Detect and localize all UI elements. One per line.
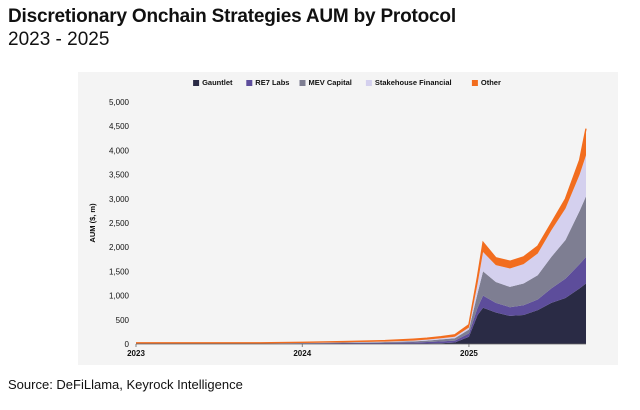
y-tick-label: 2,500	[109, 219, 130, 228]
legend-swatch-re7-labs	[246, 80, 253, 86]
legend-swatch-mev-capital	[299, 80, 306, 86]
chart-subtitle: 2023 - 2025	[8, 29, 110, 50]
legend-swatch-stakehouse-financial	[365, 80, 372, 86]
legend-label-mev-capital: MEV Capital	[309, 78, 352, 87]
total-outline	[136, 128, 587, 344]
legend-label-gauntlet: Gauntlet	[202, 78, 233, 87]
y-tick-label: 1,000	[109, 292, 130, 301]
area-series-gauntlet	[136, 283, 586, 344]
y-tick-label: 3,500	[109, 171, 130, 180]
legend-item-re7-labs: RE7 Labs	[246, 78, 289, 87]
legend-swatch-gauntlet	[193, 80, 200, 86]
legend-item-stakehouse-financial: Stakehouse Financial	[365, 78, 452, 87]
legend-item-mev-capital: MEV Capital	[299, 78, 352, 87]
legend-swatch-other	[471, 80, 478, 86]
aum-stacked-area-chart: Gauntlet RE7 Labs MEV Capital Stakehouse Fi…	[88, 78, 587, 358]
y-tick-label: 500	[116, 316, 130, 325]
source-note: Source: DeFiLlama, Keyrock Intelligence	[8, 377, 243, 392]
y-tick-label: 1,500	[109, 267, 130, 276]
y-tick-label: 4,500	[109, 122, 130, 131]
chart-area: Gauntlet RE7 Labs MEV Capital Stakehouse Fi…	[78, 72, 618, 365]
y-tick-label: 0	[125, 340, 130, 349]
legend-item-gauntlet: Gauntlet	[193, 78, 233, 87]
x-tick-label: 2025	[460, 349, 478, 358]
stacked-areas	[136, 128, 587, 344]
x-tick-label: 2024	[293, 349, 311, 358]
legend: Gauntlet RE7 Labs MEV Capital Stakehouse Fi…	[193, 78, 501, 87]
y-tick-label: 3,000	[109, 195, 130, 204]
x-tick-label: 2023	[127, 349, 145, 358]
legend-label-other: Other	[481, 78, 501, 87]
legend-item-other: Other	[471, 78, 501, 87]
y-tick-label: 4,000	[109, 146, 130, 155]
y-tick-label: 2,000	[109, 243, 130, 252]
axes: 0 500 1,000 1,500 2,000 2,500 3,000 3,500 4,000 4…	[88, 98, 586, 358]
legend-label-stakehouse-financial: Stakehouse Financial	[375, 78, 452, 87]
area-series-re7-labs	[136, 256, 586, 344]
legend-label-re7-labs: RE7 Labs	[255, 78, 289, 87]
chart-title: Discretionary Onchain Strategies AUM by …	[8, 6, 456, 27]
y-axis-title: AUM ($, m)	[88, 203, 97, 243]
y-tick-label: 5,000	[109, 98, 130, 107]
